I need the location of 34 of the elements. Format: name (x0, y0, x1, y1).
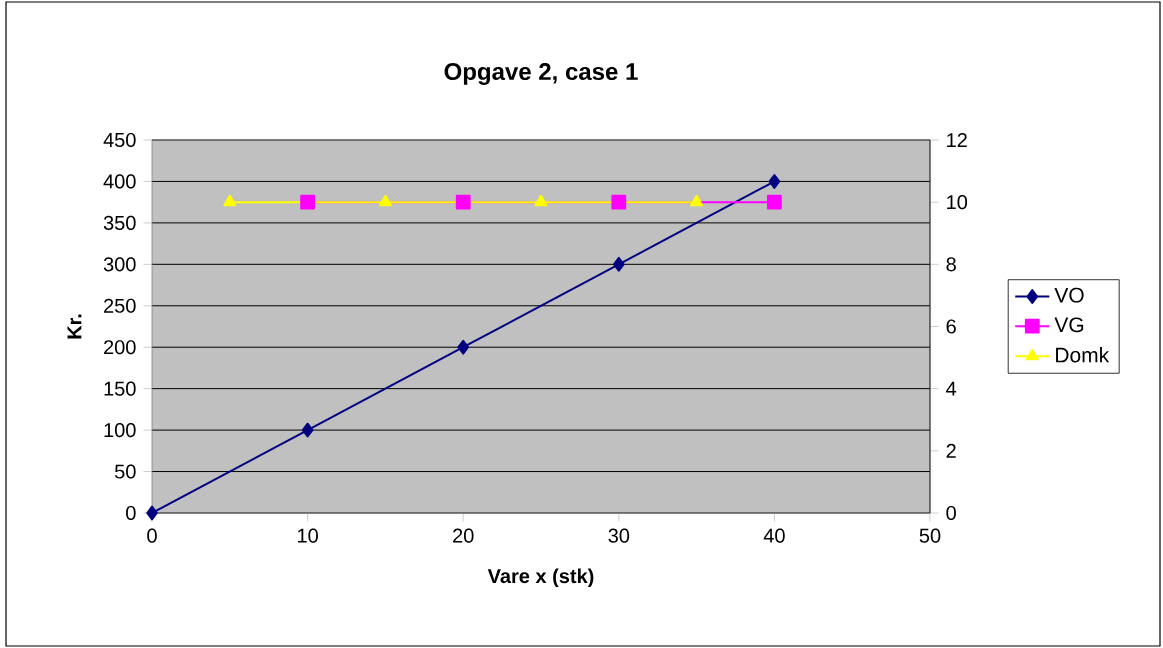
point (301, 422, 314, 438)
chart-title: Opgave 2, case 1 (444, 63, 638, 85)
y-tick-label: 250 (104, 298, 136, 313)
point (457, 339, 470, 355)
x-tick-label: 20 (453, 528, 474, 543)
y-tick-label: 50 (114, 464, 136, 479)
y-tick-label: 300 (103, 257, 136, 272)
y2-tick-label: 6 (946, 319, 956, 334)
y2-tick-label: 10 (947, 195, 968, 210)
x-tick-label: 0 (147, 528, 157, 543)
y-tick-label: 350 (103, 215, 136, 230)
y-tick-label: 450 (103, 132, 136, 148)
y-tick-label: 100 (104, 423, 136, 438)
x-tick-label: 10 (298, 528, 318, 543)
y2-tick-label: 8 (946, 257, 956, 272)
x-tick-label: 50 (919, 528, 941, 543)
y2-tick-label: 12 (947, 133, 967, 147)
x-tick-label: 30 (608, 528, 630, 543)
legend-label: Domk (1056, 347, 1110, 363)
legend-label: VO (1054, 287, 1084, 303)
y2-tick-label: 0 (946, 505, 956, 521)
y2-tick-label: 2 (946, 443, 956, 458)
y-tick-label: 150 (104, 381, 136, 396)
x-tick-label: 40 (763, 528, 785, 543)
point (146, 505, 158, 521)
y-tick-label: 400 (103, 174, 136, 189)
point (768, 174, 781, 189)
legend-label: VG (1054, 317, 1084, 333)
point (613, 256, 625, 272)
y-tick-label: 0 (126, 505, 136, 521)
x-axis-title: Vare x (stk) (487, 568, 594, 588)
y-tick-label: 200 (104, 340, 136, 355)
y-axis-title: Kr. (67, 314, 82, 339)
y2-tick-label: 4 (946, 381, 957, 396)
